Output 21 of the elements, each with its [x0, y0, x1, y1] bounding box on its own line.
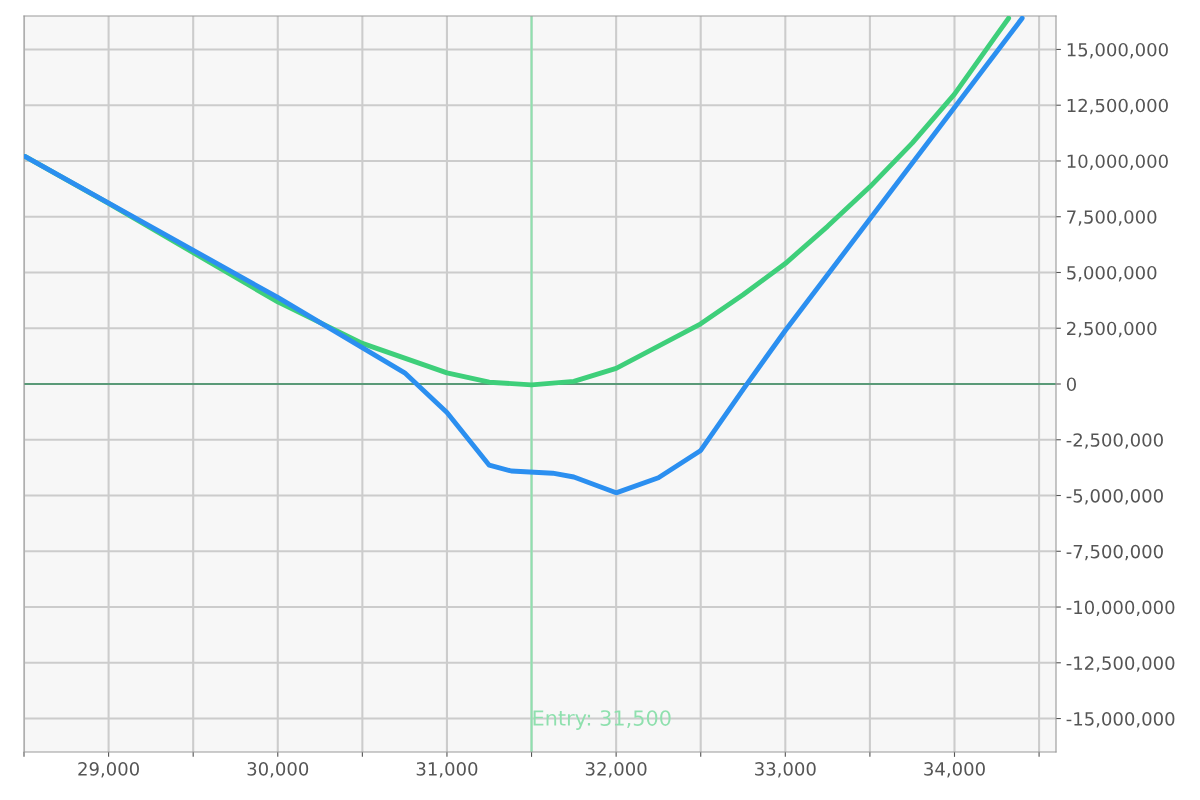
y-tick-label: 2,500,000 [1067, 321, 1157, 338]
y-tick-label: 5,000,000 [1067, 265, 1157, 282]
y-tick-label: 7,500,000 [1067, 210, 1157, 226]
x-tick-label: 31,000 [416, 762, 478, 778]
x-tick-label: 32,000 [585, 762, 647, 778]
y-tick-label: 10,000,000 [1067, 154, 1168, 170]
ref-line-label: Entry: 31,500 [533, 710, 671, 730]
x-tick-label: 29,000 [78, 762, 139, 778]
y-tick-label: -7,500,000 [1066, 544, 1163, 561]
y-tick-label: -12,500,000 [1066, 656, 1175, 672]
x-tick-label: 30,000 [247, 762, 309, 778]
line-series [24, 16, 1025, 496]
x-tick-label: 34,000 [924, 762, 985, 778]
y-tick-label: 12,500,000 [1067, 98, 1168, 115]
x-tick-label: 33,000 [755, 762, 816, 778]
y-tick-label: -15,000,000 [1066, 712, 1175, 728]
y-tick-label: -2,500,000 [1066, 433, 1163, 449]
y-tick-label: 15,000,000 [1067, 42, 1168, 59]
y-tick-label: -10,000,000 [1066, 600, 1175, 616]
y-tick-label: -5,000,000 [1066, 488, 1163, 505]
y-tick-label: 0 [1066, 377, 1077, 392]
